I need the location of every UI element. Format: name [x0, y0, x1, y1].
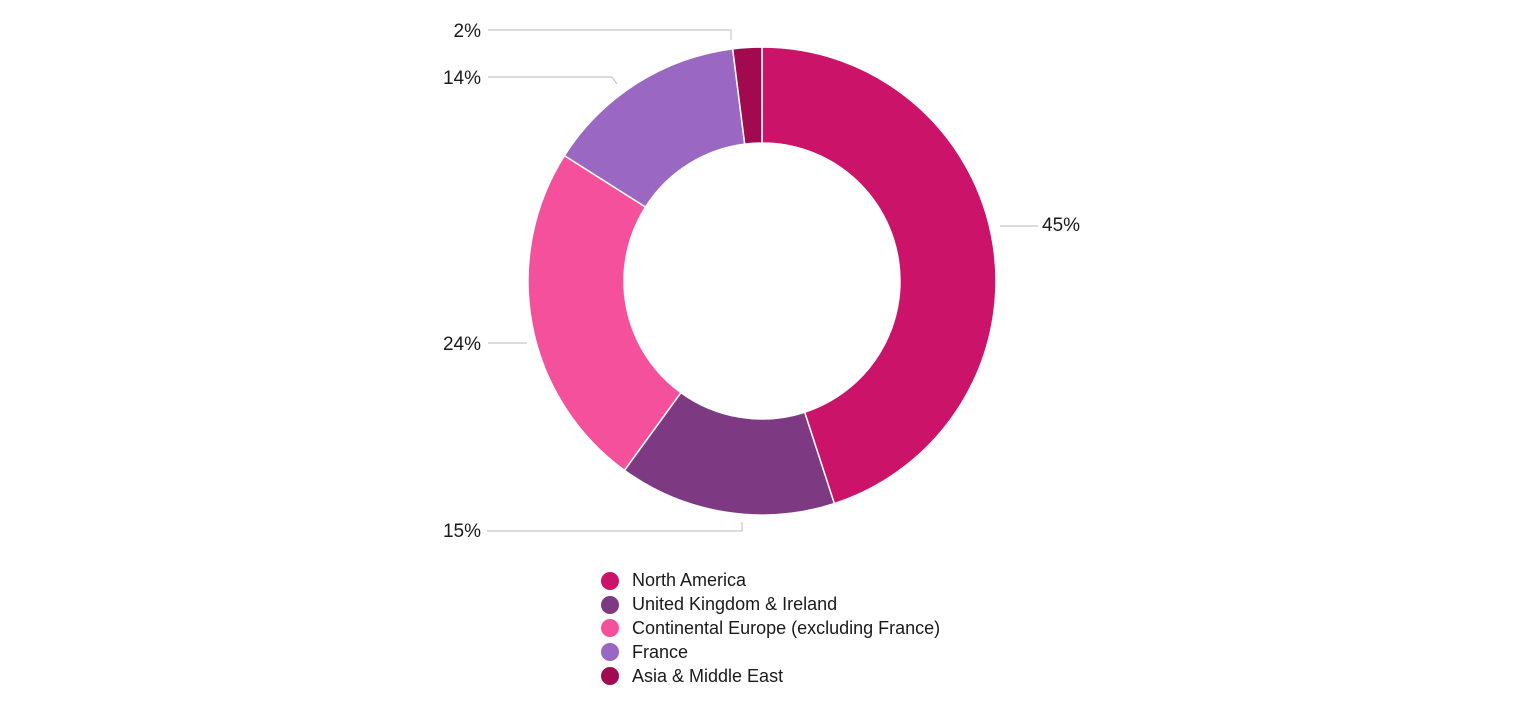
legend-label: North America	[632, 570, 747, 591]
legend-swatch-icon	[601, 643, 619, 662]
leader-line-france	[488, 76, 618, 85]
legend-swatch-icon	[601, 667, 619, 686]
data-label-france: 14%	[443, 68, 481, 89]
legend-item-north-america[interactable]: North America	[601, 569, 940, 593]
data-label-asia-and-middle-east: 2%	[454, 21, 482, 42]
legend-swatch-icon	[601, 619, 619, 638]
legend-item-france[interactable]: France	[601, 640, 940, 664]
slice-north-america[interactable]	[761, 46, 997, 505]
legend-label: United Kingdom & Ireland	[632, 594, 838, 615]
data-label-north-america: 45%	[1042, 215, 1080, 236]
legend-item-united-kingdom-and-ireland[interactable]: United Kingdom & Ireland	[601, 593, 940, 617]
data-labels: 45% 15% 24% 14% 2%	[443, 21, 1080, 542]
legend-swatch-icon	[601, 571, 619, 590]
legend-item-asia-and-middle-east[interactable]: Asia & Middle East	[601, 664, 940, 688]
legend-swatch-icon	[601, 595, 619, 614]
data-label-continental-europe-excluding-france: 24%	[443, 334, 481, 355]
legend-item-continental-europe-excluding-france[interactable]: Continental Europe (excluding France)	[601, 617, 940, 641]
data-label-united-kingdom-and-ireland: 15%	[443, 521, 481, 542]
chart-legend: North America United Kingdom & Ireland Con…	[601, 569, 940, 688]
leader-lines	[487, 29, 1038, 532]
legend-label: Asia & Middle East	[632, 665, 784, 686]
donut-slices	[527, 46, 997, 516]
slice-continental-europe-excluding-france[interactable]	[527, 154, 682, 472]
legend-label: France	[632, 641, 689, 662]
leader-line-united-kingdom-and-ireland	[487, 522, 743, 532]
slice-asia-and-middle-east[interactable]	[731, 46, 763, 145]
leader-line-asia-and-middle-east	[488, 29, 732, 40]
legend-label: Continental Europe (excluding France)	[632, 617, 941, 638]
